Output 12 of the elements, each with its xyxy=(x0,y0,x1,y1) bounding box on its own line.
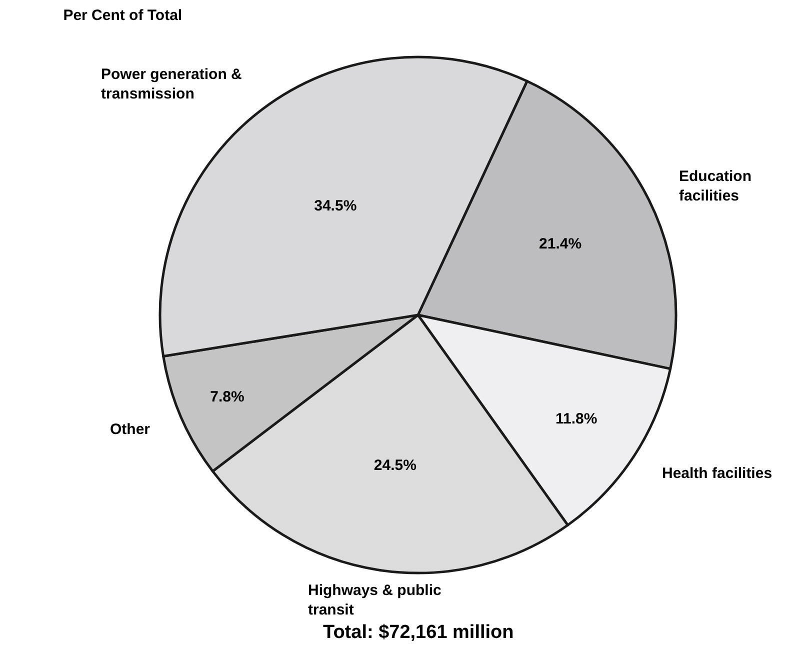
chart-title: Per Cent of Total xyxy=(63,7,182,24)
slice-label: Health facilities xyxy=(662,465,772,482)
text: Total: $72,161 million xyxy=(323,622,514,643)
data-label: 11.8% xyxy=(555,410,598,428)
slice-label: Other xyxy=(110,421,150,438)
data-label: 34.5% xyxy=(314,197,357,214)
slice-label: Education facilities xyxy=(679,168,752,204)
data-label: 24.5% xyxy=(374,456,416,474)
slice-label: Highways & public transit xyxy=(308,582,442,618)
data-label: 7.8% xyxy=(210,388,244,406)
slice-label: Power generation & transmission xyxy=(101,66,242,102)
data-label: 21.4% xyxy=(539,236,582,253)
